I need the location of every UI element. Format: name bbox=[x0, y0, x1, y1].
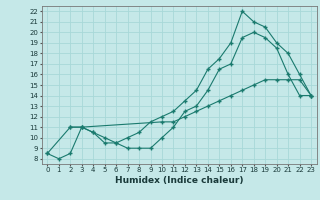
X-axis label: Humidex (Indice chaleur): Humidex (Indice chaleur) bbox=[115, 176, 244, 185]
